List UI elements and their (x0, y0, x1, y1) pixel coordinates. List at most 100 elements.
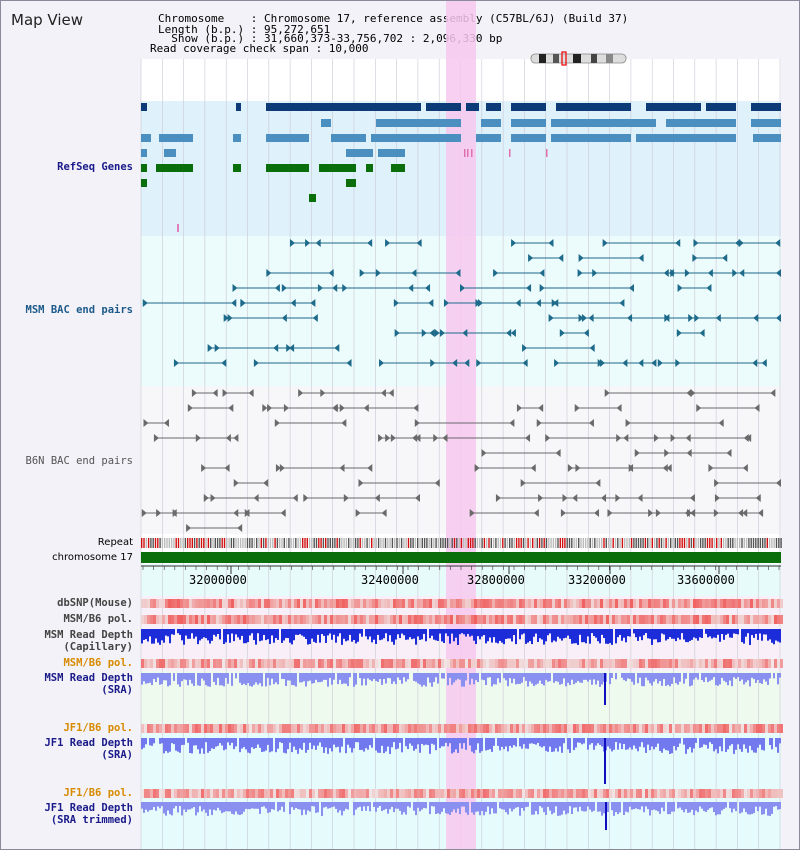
msm-sra-depth-bar (241, 673, 243, 685)
jf1-sra-depth-bar (477, 738, 479, 744)
jf1-b6-pol-heat-2 (717, 789, 720, 798)
track-label-msm-depth-capillary[interactable]: MSM Read Depth (Capillary) (44, 629, 133, 653)
msm-sra-depth-bar (387, 673, 389, 678)
jf1-sra-depth-bar (715, 738, 717, 750)
gene-feature (233, 134, 241, 142)
msm-b6-pol-heat-2 (672, 659, 675, 668)
msm-b6-pol-heat (420, 615, 423, 624)
track-label-msm-depth-sra[interactable]: MSM Read Depth (SRA) (44, 672, 133, 696)
jf1-sra-depth-bar (295, 738, 297, 750)
track-label-chromosome[interactable]: chromosome 17 (52, 552, 133, 563)
msm-b6-pol-heat-2 (288, 659, 291, 668)
msm-capillary-depth-bar (155, 629, 157, 639)
jf1-trimmed-depth-bar (455, 802, 457, 813)
repeat-mark (233, 538, 235, 548)
dbsnp-heat (699, 599, 702, 608)
msm-sra-depth-bar (371, 673, 373, 682)
repeat-mark (506, 538, 509, 548)
jf1-trimmed-depth-bar (357, 802, 359, 808)
track-label-dbsnp[interactable]: dbSNP(Mouse) (57, 597, 133, 609)
jf1-trimmed-depth-bar (419, 802, 421, 812)
track-label-jf1-b6-pol-1[interactable]: JF1/B6 pol. (63, 722, 133, 734)
jf1-b6-pol-heat-2 (489, 789, 492, 798)
repeat-mark (612, 538, 614, 548)
repeat-mark (145, 538, 147, 548)
msm-b6-pol-heat (300, 615, 303, 624)
track-label-msm-b6-pol-1[interactable]: MSM/B6 pol. (63, 613, 133, 625)
track-label-msm-bac[interactable]: MSM BAC end pairs (25, 304, 133, 316)
dbsnp-heat (486, 599, 489, 608)
jf1-b6-pol-heat-2 (435, 789, 438, 798)
jf1-trimmed-depth-bar (553, 802, 555, 813)
msm-sra-depth-bar (417, 673, 419, 684)
b6n-bac-pair-end (718, 419, 724, 427)
msm-bac-pair-end (722, 254, 728, 262)
msm-sra-depth-bar (677, 673, 679, 685)
jf1-sra-depth-bar (695, 738, 697, 743)
msm-b6-pol-heat-2 (279, 659, 282, 668)
dbsnp-heat (144, 599, 147, 608)
jf1-trimmed-depth-bar (403, 802, 405, 813)
msm-b6-pol-heat (321, 615, 324, 624)
track-label-jf1-depth-sra[interactable]: JF1 Read Depth (SRA) (44, 737, 133, 761)
jf1-trimmed-depth-bar (637, 802, 639, 810)
msm-b6-pol-heat (636, 615, 639, 624)
jf1-b6-pol-heat-2 (552, 789, 555, 798)
msm-sra-depth-bar (691, 673, 693, 686)
jf1-trimmed-depth-bar (755, 802, 757, 807)
jf1-b6-pol-heat (180, 724, 183, 733)
repeat-mark (348, 538, 350, 548)
msm-capillary-depth-bar (245, 629, 247, 644)
msm-b6-pol-heat-2 (285, 659, 288, 668)
msm-bac-pair-end (657, 359, 663, 367)
track-label-jf1-depth-trimmed[interactable]: JF1 Read Depth (SRA trimmed) (44, 802, 133, 826)
msm-b6-pol-heat (243, 615, 246, 624)
chromosome-ideogram[interactable] (530, 51, 627, 66)
b6n-bac-pair-end (616, 434, 622, 442)
msm-sra-depth-bar (323, 673, 325, 680)
jf1-b6-pol-heat-2 (591, 789, 594, 798)
msm-b6-pol-heat (501, 615, 504, 624)
jf1-b6-pol-heat-2 (366, 789, 369, 798)
msm-sra-depth-bar (257, 673, 259, 685)
jf1-trimmed-depth-bar (555, 802, 557, 807)
track-label-b6n-bac[interactable]: B6N BAC end pairs (25, 455, 133, 467)
ideogram-position-marker (561, 51, 567, 66)
msm-b6-pol-heat (303, 615, 306, 624)
repeat-mark (345, 538, 348, 548)
msm-b6-pol-heat (411, 615, 414, 624)
msm-b6-pol-heat (426, 615, 429, 624)
repeat-mark (518, 538, 520, 548)
jf1-b6-pol-heat-2 (228, 789, 231, 798)
msm-b6-pol-heat (339, 615, 342, 624)
jf1-b6-pol-heat-2 (708, 789, 711, 798)
msm-sra-depth-bar (597, 673, 599, 681)
jf1-trimmed-depth-bar (701, 802, 703, 809)
b6n-bac-pair-end (415, 494, 421, 502)
msm-sra-depth-bar (493, 673, 495, 685)
msm-sra-depth-bar (573, 673, 575, 685)
jf1-b6-pol-heat-2 (456, 789, 459, 798)
track-label-repeat[interactable]: Repeat (97, 537, 133, 548)
track-label-jf1-b6-pol-2[interactable]: JF1/B6 pol. (63, 787, 133, 799)
msm-capillary-depth-bar (141, 629, 143, 644)
track-label-refseq[interactable]: RefSeq Genes (57, 161, 133, 173)
jf1-b6-pol-heat (693, 724, 696, 733)
msm-bac-pair-end (430, 359, 436, 367)
msm-b6-pol-heat-2 (588, 659, 591, 668)
jf1-b6-pol-heat-2 (735, 789, 738, 798)
jf1-sra-depth-bar (473, 738, 475, 754)
msm-capillary-depth-bar (479, 629, 481, 640)
jf1-sra-depth-bar (303, 738, 305, 743)
dbsnp-heat (408, 599, 411, 608)
track-label-msm-b6-pol-2[interactable]: MSM/B6 pol. (63, 657, 133, 669)
jf1-sra-depth-bar (329, 738, 331, 749)
repeat-mark (306, 538, 308, 548)
msm-capillary-depth-bar (643, 629, 645, 636)
jf1-b6-pol-heat-2 (324, 789, 327, 798)
dbsnp-heat (261, 599, 264, 608)
ideogram-band (606, 54, 613, 63)
jf1-trimmed-depth-bar (451, 802, 453, 812)
dbsnp-heat (609, 599, 612, 608)
